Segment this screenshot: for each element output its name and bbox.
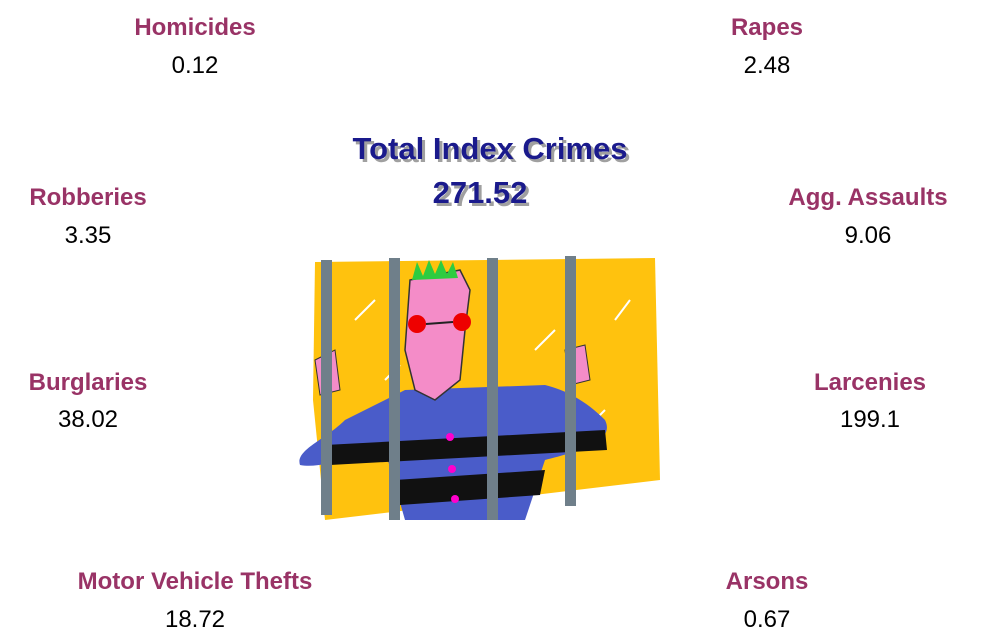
value: 18.72 [165, 606, 225, 634]
value: 3.35 [65, 222, 112, 250]
value: 0.67 [744, 606, 791, 634]
label: Agg. Assaults [788, 184, 947, 212]
label: Robberies [29, 184, 146, 212]
label: Larcenies [814, 369, 926, 397]
value: 9.06 [845, 222, 892, 250]
total: 271.52 [433, 175, 528, 211]
value: 38.02 [58, 406, 118, 434]
page: {"title": "Total Index Crimes", "total":… [0, 0, 982, 633]
value: 199.1 [840, 406, 900, 434]
jail-clipart [285, 250, 665, 525]
value: 0.12 [172, 52, 219, 80]
label: Arsons [726, 568, 809, 596]
title: Total Index Crimes [352, 131, 627, 167]
label: Homicides [134, 14, 255, 42]
value: 2.48 [744, 52, 791, 80]
label: Rapes [731, 14, 803, 42]
label: Motor Vehicle Thefts [78, 568, 313, 596]
label: Burglaries [29, 369, 148, 397]
